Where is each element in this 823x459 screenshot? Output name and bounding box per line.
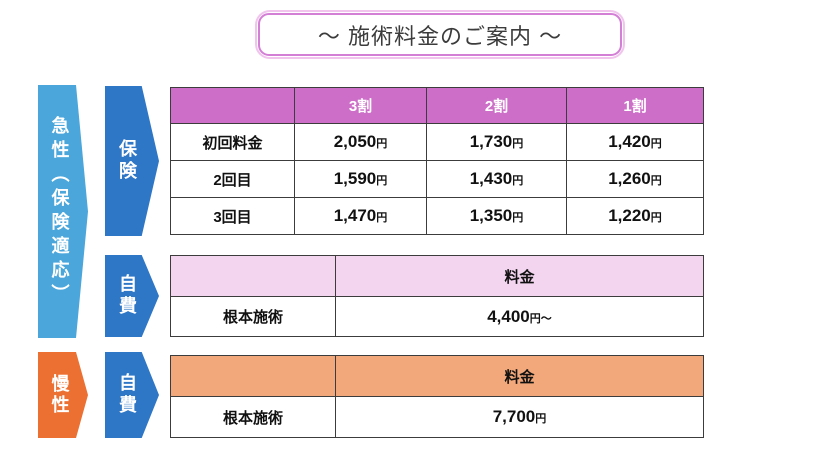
price-cell: 1,420円 <box>566 123 704 161</box>
blank-header-cell <box>170 355 336 397</box>
payment-arrow-selfpay-acute-label: 自費 <box>117 274 137 318</box>
price-unit: 円 <box>512 138 524 150</box>
price-value: 2,050 <box>333 132 377 151</box>
price-cell: 1,590円 <box>294 160 427 198</box>
payment-arrow-selfpay-chronic-label: 自費 <box>117 373 137 417</box>
price-unit: 円 <box>650 138 662 150</box>
column-header-20pct: 2割 <box>426 87 567 124</box>
price-unit: 円 <box>650 175 662 187</box>
price-value: 1,260 <box>608 169 651 188</box>
price-value: 1,470 <box>333 206 377 225</box>
price-cell: 1,730円 <box>426 123 567 161</box>
price-cell: 1,220円 <box>566 197 704 235</box>
price-unit: 円 <box>512 212 524 224</box>
price-unit: 円 <box>376 175 388 187</box>
price-cell: 1,430円 <box>426 160 567 198</box>
selfpay-chronic-price-table: 料金 根本施術 7,700円 <box>170 355 704 438</box>
price-value: 1,420 <box>608 132 651 151</box>
price-cell: 2,050円 <box>294 123 427 161</box>
table-row: 2回目 1,590円 1,430円 1,260円 <box>170 160 704 198</box>
price-cell: 1,350円 <box>426 197 567 235</box>
selfpay-acute-price-table: 料金 根本施術 4,400円～ <box>170 255 704 337</box>
row-label: 根本施術 <box>170 396 336 438</box>
blank-header-cell <box>170 87 295 124</box>
table-row: 根本施術 4,400円～ <box>170 296 704 337</box>
price-unit: 円～ <box>529 312 552 325</box>
category-banner-chronic: 慢性 <box>38 352 88 438</box>
price-value: 1,590 <box>333 169 377 188</box>
price-unit: 円 <box>512 175 524 187</box>
payment-arrow-selfpay-chronic: 自費 <box>105 352 159 438</box>
table-header-row: 3割 2割 1割 <box>170 87 704 124</box>
price-value: 4,400 <box>487 306 530 326</box>
price-unit: 円 <box>535 413 547 425</box>
row-label: 初回料金 <box>170 123 295 161</box>
price-value: 1,730 <box>469 132 513 151</box>
table-header-row: 料金 <box>170 255 704 297</box>
price-unit: 円 <box>376 138 388 150</box>
table-header-row: 料金 <box>170 355 704 397</box>
row-label: 根本施術 <box>170 296 336 337</box>
price-value: 1,220 <box>608 206 651 225</box>
price-unit: 円 <box>376 212 388 224</box>
column-header-10pct: 1割 <box>566 87 704 124</box>
price-value: 1,430 <box>469 169 513 188</box>
price-unit: 円 <box>650 212 662 224</box>
price-cell: 1,470円 <box>294 197 427 235</box>
table-row: 3回目 1,470円 1,350円 1,220円 <box>170 197 704 235</box>
blank-header-cell <box>170 255 336 297</box>
insurance-price-table: 3割 2割 1割 初回料金 2,050円 1,730円 1,420円 2回目 1… <box>170 87 704 235</box>
table-row: 初回料金 2,050円 1,730円 1,420円 <box>170 123 704 161</box>
payment-arrow-insurance: 保険 <box>105 86 159 236</box>
payment-arrow-selfpay-acute: 自費 <box>105 255 159 337</box>
price-cell: 4,400円～ <box>335 296 704 337</box>
price-cell: 1,260円 <box>566 160 704 198</box>
category-banner-acute-label: 急性（保険適応） <box>49 115 70 308</box>
page-title: ～ 施術料金のご案内 ～ <box>258 13 622 56</box>
table-row: 根本施術 7,700円 <box>170 396 704 438</box>
price-value: 7,700 <box>492 407 536 426</box>
column-header-price: 料金 <box>335 355 704 397</box>
payment-arrow-insurance-label: 保険 <box>117 139 137 183</box>
price-value: 1,350 <box>469 206 513 225</box>
title-box: ～ 施術料金のご案内 ～ <box>255 10 625 59</box>
row-label: 2回目 <box>170 160 295 198</box>
category-banner-chronic-label: 慢性 <box>49 374 70 416</box>
column-header-price: 料金 <box>335 255 704 297</box>
column-header-30pct: 3割 <box>294 87 427 124</box>
category-banner-acute: 急性（保険適応） <box>38 85 88 338</box>
price-cell: 7,700円 <box>335 396 704 438</box>
row-label: 3回目 <box>170 197 295 235</box>
